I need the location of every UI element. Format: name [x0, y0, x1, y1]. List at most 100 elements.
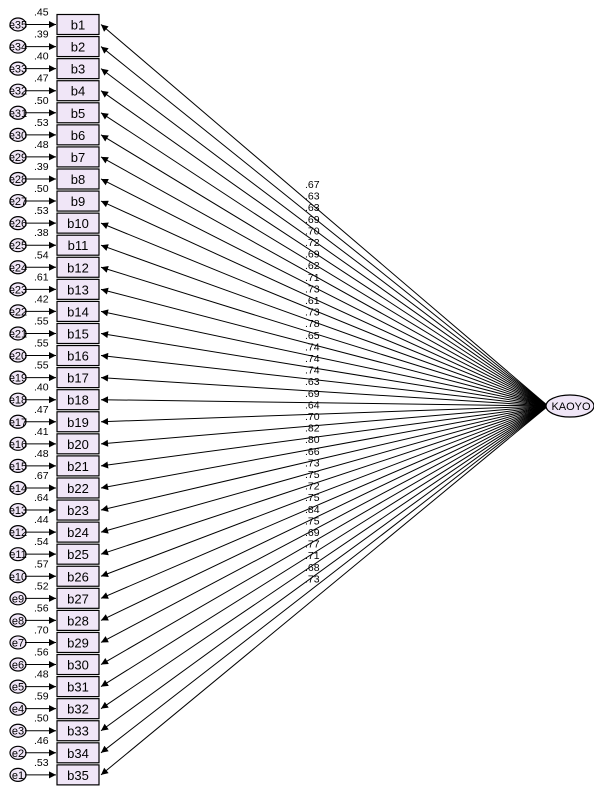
item-box[interactable]: [56, 389, 100, 411]
error-term[interactable]: e35: [9, 17, 56, 32]
error-term[interactable]: e32: [9, 83, 56, 98]
item-box[interactable]: [56, 278, 100, 300]
loading-path[interactable]: [100, 396, 549, 407]
error-term[interactable]: e25: [9, 238, 56, 253]
item-box[interactable]: [56, 499, 100, 521]
item-box[interactable]: [56, 367, 100, 389]
item-box[interactable]: [56, 344, 100, 367]
loading-path[interactable]: [100, 90, 549, 407]
item-box[interactable]: [56, 521, 100, 543]
error-term[interactable]: e18: [9, 392, 56, 407]
loading-path[interactable]: [100, 405, 549, 732]
item-box[interactable]: [56, 742, 100, 764]
loading-path[interactable]: [100, 134, 549, 407]
error-term[interactable]: e23: [9, 282, 56, 297]
loading-path[interactable]: [100, 287, 549, 407]
error-term[interactable]: e11: [9, 547, 56, 562]
item-box[interactable]: [56, 543, 100, 565]
item-box[interactable]: [56, 455, 100, 477]
loading-path[interactable]: [100, 112, 549, 407]
error-term[interactable]: e3: [9, 723, 56, 738]
item-box[interactable]: [56, 698, 100, 720]
error-term[interactable]: e5: [9, 679, 56, 694]
loading-path[interactable]: [100, 405, 549, 643]
item-box[interactable]: [56, 675, 100, 698]
error-term[interactable]: e7: [9, 635, 56, 650]
item-box[interactable]: [56, 322, 100, 345]
loading-path[interactable]: [100, 374, 549, 407]
error-term[interactable]: e6: [9, 657, 56, 672]
item-box[interactable]: [56, 433, 100, 455]
loading-path[interactable]: [100, 405, 549, 665]
item-box[interactable]: [56, 764, 100, 786]
loading-path[interactable]: [100, 266, 549, 407]
loading-path[interactable]: [100, 309, 549, 407]
error-term[interactable]: e19: [9, 370, 56, 385]
item-box[interactable]: [56, 35, 100, 58]
loading-path[interactable]: [100, 405, 549, 710]
error-term[interactable]: e22: [9, 304, 56, 319]
loading-path[interactable]: [100, 405, 549, 621]
item-box[interactable]: [56, 102, 100, 124]
loading-path[interactable]: [100, 405, 549, 469]
error-term[interactable]: e2: [9, 745, 56, 760]
item-box[interactable]: [56, 13, 100, 36]
loading-path[interactable]: [100, 405, 549, 776]
error-term[interactable]: e33: [9, 61, 56, 76]
error-term[interactable]: e31: [9, 105, 56, 120]
error-term[interactable]: e24: [9, 260, 56, 275]
error-term[interactable]: e12: [9, 525, 56, 540]
item-box[interactable]: [56, 477, 100, 499]
item-box[interactable]: [56, 168, 100, 190]
item-box[interactable]: [56, 609, 100, 631]
latent-ellipse[interactable]: [545, 394, 594, 418]
item-box[interactable]: [56, 190, 100, 212]
loading-path[interactable]: [100, 200, 549, 407]
item-box[interactable]: [56, 631, 100, 654]
loading-path[interactable]: [100, 405, 549, 688]
error-term[interactable]: e20: [9, 348, 56, 363]
loading-path[interactable]: [100, 405, 549, 578]
loading-path[interactable]: [100, 405, 549, 534]
error-term[interactable]: e17: [9, 414, 56, 429]
item-box[interactable]: [56, 653, 100, 676]
item-box[interactable]: [56, 587, 100, 609]
error-term[interactable]: e1: [9, 767, 56, 782]
error-term[interactable]: e28: [9, 171, 56, 187]
loading-path[interactable]: [100, 352, 549, 407]
error-term[interactable]: e15: [9, 458, 56, 473]
item-box[interactable]: [56, 212, 100, 234]
loading-path[interactable]: [100, 331, 549, 407]
error-term[interactable]: e30: [9, 127, 56, 142]
loading-path[interactable]: [100, 24, 549, 407]
item-box[interactable]: [56, 80, 100, 102]
loading-path[interactable]: [100, 222, 549, 407]
item-box[interactable]: [56, 234, 100, 256]
loading-path[interactable]: [100, 405, 549, 426]
loading-path[interactable]: [100, 156, 549, 407]
error-term[interactable]: e13: [9, 502, 56, 518]
item-box[interactable]: [56, 300, 100, 323]
loading-path[interactable]: [100, 244, 549, 407]
error-term[interactable]: e8: [9, 613, 56, 628]
error-term[interactable]: e29: [9, 149, 56, 165]
loading-path[interactable]: [100, 46, 549, 407]
error-term[interactable]: e9: [9, 591, 56, 606]
loading-path[interactable]: [100, 405, 549, 556]
item-box[interactable]: [56, 720, 100, 742]
error-term[interactable]: e10: [9, 569, 56, 584]
loading-path[interactable]: [100, 405, 549, 754]
error-term[interactable]: e34: [9, 39, 56, 54]
loading-path[interactable]: [100, 405, 549, 599]
error-term[interactable]: e4: [9, 701, 56, 716]
latent-factor[interactable]: KAOYO: [545, 394, 594, 418]
error-term[interactable]: e21: [9, 326, 56, 341]
error-term[interactable]: e26: [9, 216, 56, 231]
item-box[interactable]: [56, 256, 100, 278]
loading-path[interactable]: [100, 178, 549, 407]
loading-path[interactable]: [100, 68, 549, 407]
item-box[interactable]: [56, 565, 100, 587]
item-box[interactable]: [56, 58, 100, 80]
error-term[interactable]: e16: [9, 436, 56, 451]
loading-path[interactable]: [100, 405, 549, 512]
